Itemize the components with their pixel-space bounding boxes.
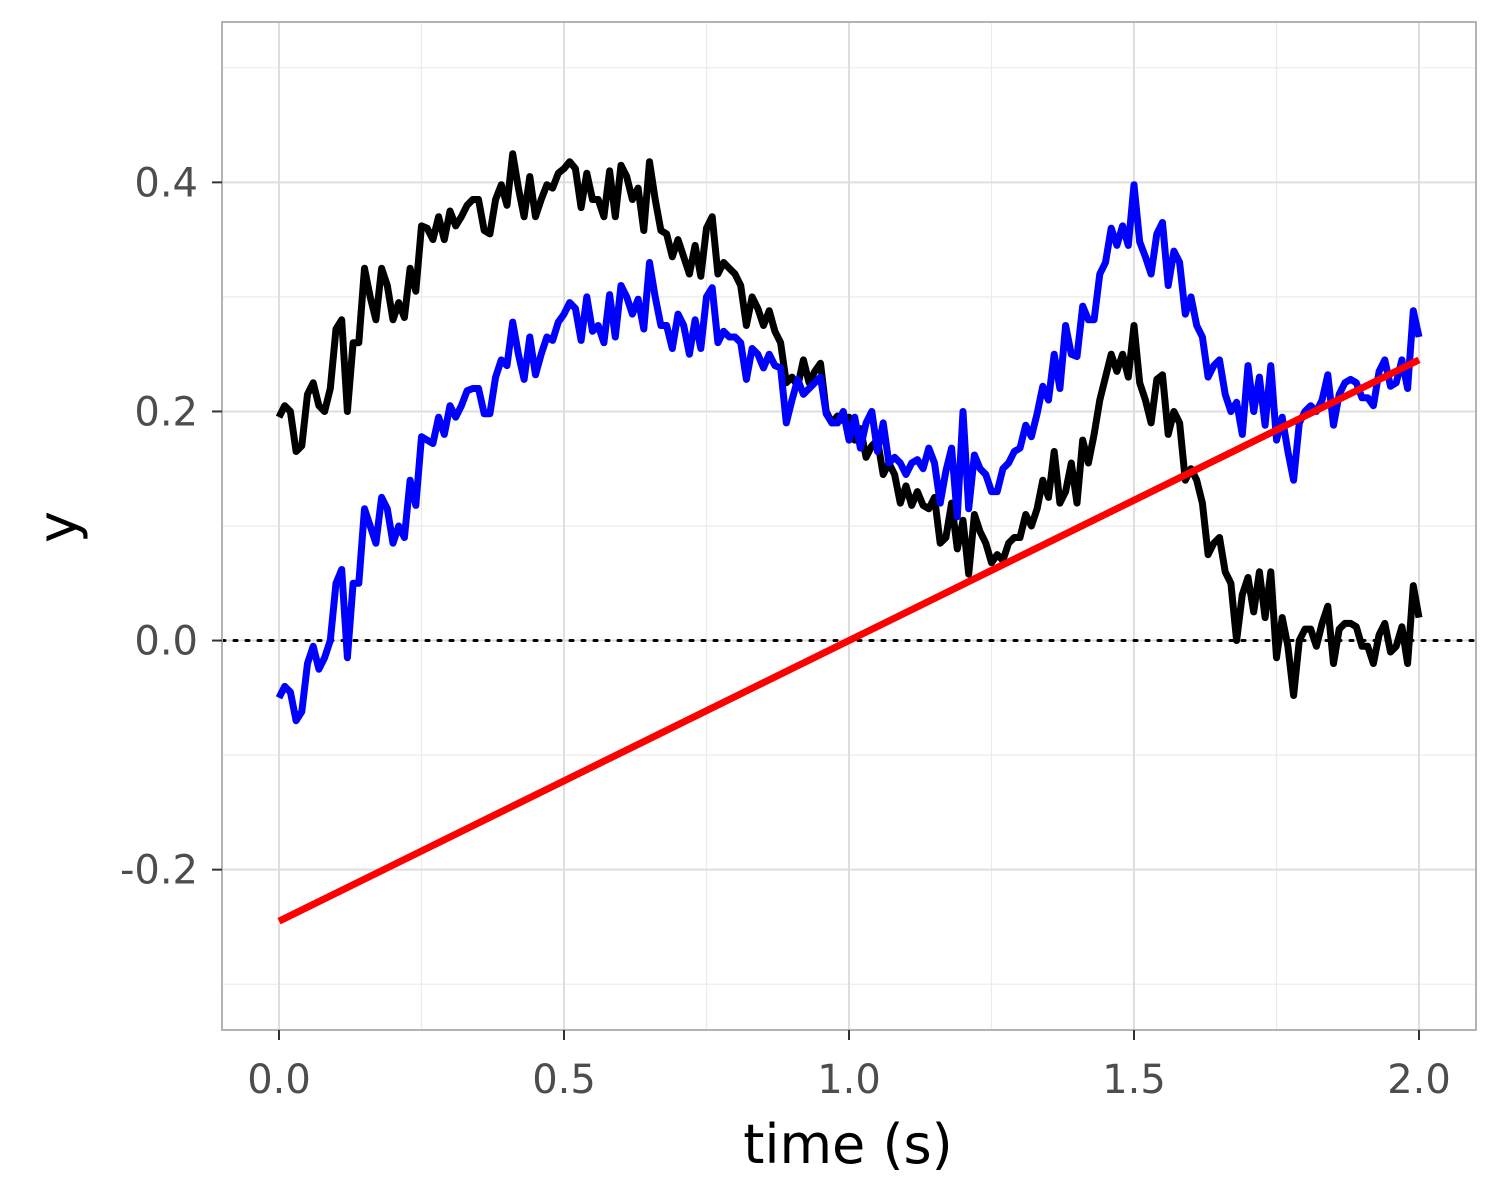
major-gridlines xyxy=(222,22,1476,1030)
y-tick-label: 0.2 xyxy=(134,389,198,435)
x-tick-label: 1.0 xyxy=(817,1057,881,1103)
y-tick-label: 0.0 xyxy=(134,619,198,665)
x-axis-ticks: 0.0 0.5 1.0 1.5 2.0 xyxy=(247,1030,1451,1103)
red-trend-line xyxy=(277,356,1421,925)
blue-series-line xyxy=(275,181,1423,725)
x-tick-label: 2.0 xyxy=(1387,1057,1451,1103)
x-tick-label: 0.5 xyxy=(532,1057,596,1103)
y-tick-label: 0.4 xyxy=(134,160,198,206)
y-tick-label: -0.2 xyxy=(120,848,198,894)
x-axis-title: time (s) xyxy=(743,1113,952,1176)
y-axis-title: y xyxy=(26,511,89,543)
series-lines xyxy=(275,150,1423,925)
x-tick-label: 1.5 xyxy=(1102,1057,1166,1103)
black-series-line xyxy=(275,150,1423,699)
x-tick-label: 0.0 xyxy=(247,1057,311,1103)
y-axis-ticks: -0.2 0.0 0.2 0.4 xyxy=(120,160,222,894)
